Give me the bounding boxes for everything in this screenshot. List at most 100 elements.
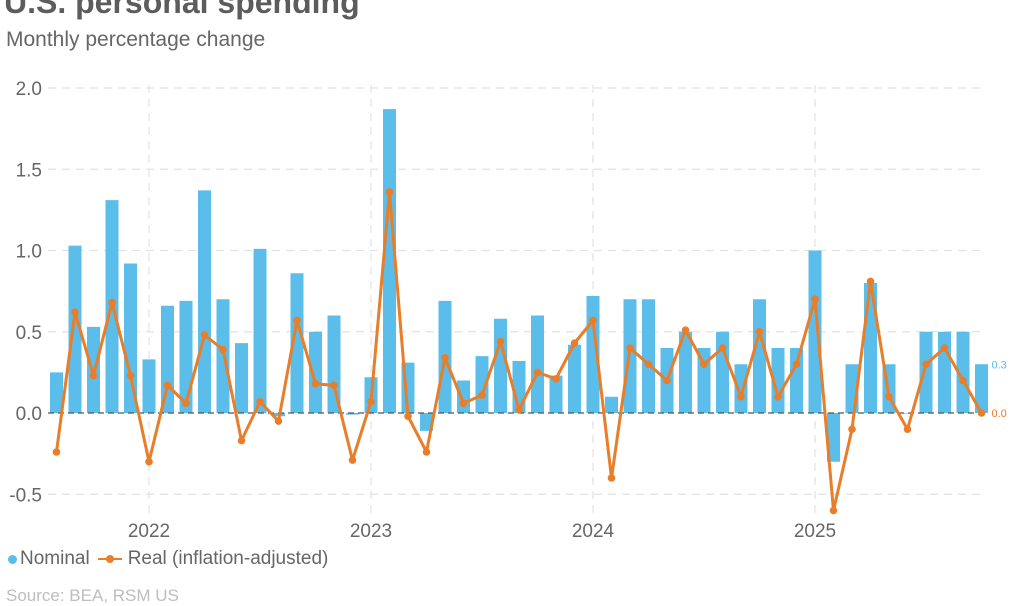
- bar-nominal: [679, 331, 692, 413]
- y-tick-label: 1.5: [16, 160, 42, 181]
- point-real: [552, 375, 560, 383]
- point-real: [589, 316, 597, 325]
- legend-nominal-label: Nominal: [20, 548, 90, 569]
- point-real: [200, 331, 209, 339]
- point-real: [774, 392, 782, 401]
- bar-nominal: [383, 109, 396, 413]
- legend-nominal-marker: [8, 554, 17, 564]
- point-real: [626, 344, 634, 352]
- point-real: [422, 448, 431, 456]
- bar-nominal: [457, 380, 470, 413]
- point-real: [348, 456, 357, 464]
- bar-nominal: [235, 343, 248, 413]
- point-real: [811, 295, 819, 304]
- point-real: [922, 360, 930, 369]
- point-real: [330, 381, 338, 390]
- point-real: [570, 339, 579, 347]
- point-real: [496, 337, 505, 346]
- bar-nominal: [161, 305, 174, 413]
- bar-nominal: [919, 331, 933, 413]
- bar-nominal: [938, 331, 951, 413]
- point-real: [126, 371, 135, 380]
- point-real: [145, 457, 153, 466]
- bar-nominal: [549, 375, 563, 413]
- bar-nominal: [198, 190, 211, 413]
- y-tick-label: -0.5: [9, 485, 42, 506]
- point-real: [848, 425, 856, 434]
- bar-nominal: [346, 413, 359, 415]
- point-real: [163, 381, 172, 390]
- legend-real-label: Real (inflation-adjusted): [127, 548, 329, 569]
- bar-nominal: [309, 331, 322, 413]
- bar-nominal: [716, 331, 729, 413]
- bar-nominal: [253, 248, 267, 413]
- point-real: [108, 298, 116, 307]
- bar-nominal: [975, 364, 988, 413]
- bar-nominal: [68, 245, 82, 413]
- bar-nominal: [753, 299, 766, 413]
- point-real: [700, 360, 708, 369]
- point-real: [792, 360, 801, 369]
- point-real: [829, 506, 838, 515]
- y-tick-label: 2.0: [16, 79, 42, 100]
- point-real: [311, 379, 320, 388]
- point-real: [256, 397, 264, 406]
- point-real: [755, 327, 764, 336]
- bar-nominal: [568, 344, 581, 413]
- point-real: [274, 417, 283, 425]
- bar-nominal: [808, 250, 822, 413]
- point-real: [293, 316, 301, 325]
- bar-nominal: [734, 364, 748, 413]
- legend-real-marker: [97, 554, 122, 564]
- point-real: [959, 376, 967, 385]
- source-note: Source: BEA, RSM US: [6, 586, 179, 605]
- line-real: [55, 190, 983, 512]
- legend: Nominal Real (inflation-adjusted): [8, 548, 328, 570]
- bar-nominal: [494, 318, 507, 413]
- bar-nominal: [956, 331, 970, 413]
- point-real: [52, 448, 61, 456]
- bar-nominal: [327, 315, 341, 413]
- point-real: [885, 392, 893, 401]
- x-tick-label: 2025: [794, 521, 836, 542]
- chart-subtitle: Monthly percentage change: [6, 28, 266, 51]
- bar-nominal: [142, 359, 156, 413]
- point-real: [385, 188, 394, 196]
- y-tick-label: 0.0: [16, 404, 42, 425]
- bar-nominal: [790, 348, 803, 413]
- bar-nominal: [475, 356, 489, 413]
- point-real: [644, 360, 653, 369]
- bar-nominal: [531, 315, 544, 413]
- point-real: [89, 371, 98, 380]
- point-real: [737, 392, 745, 401]
- point-real: [940, 344, 949, 352]
- end-label-real: 0.0: [992, 408, 1007, 420]
- x-tick-label: 2024: [572, 521, 615, 542]
- point-real: [478, 391, 486, 399]
- end-label-nominal: 0.3: [992, 359, 1007, 371]
- point-real: [681, 326, 690, 334]
- point-real: [903, 425, 912, 434]
- point-real: [718, 344, 727, 352]
- point-real: [237, 436, 246, 445]
- point-real: [977, 409, 986, 417]
- point-real: [404, 412, 412, 421]
- point-real: [866, 277, 875, 286]
- point-real: [182, 399, 190, 408]
- point-real: [441, 353, 449, 362]
- x-tick-label: 2022: [128, 521, 170, 542]
- bar-nominal: [827, 413, 840, 462]
- bar-nominal: [642, 299, 655, 413]
- chart-title: U.S. personal spending: [4, 0, 360, 20]
- bar-nominal: [420, 413, 433, 431]
- bar-nominal: [290, 273, 304, 413]
- bar-nominal: [901, 413, 914, 414]
- y-tick-label: 1.0: [16, 242, 42, 263]
- bar-nominal: [179, 300, 193, 413]
- point-real: [71, 308, 79, 317]
- y-tick-label: 0.5: [16, 323, 42, 344]
- x-tick-label: 2023: [350, 521, 392, 542]
- bar-nominal: [605, 396, 618, 413]
- point-real: [515, 405, 523, 414]
- point-real: [459, 399, 468, 408]
